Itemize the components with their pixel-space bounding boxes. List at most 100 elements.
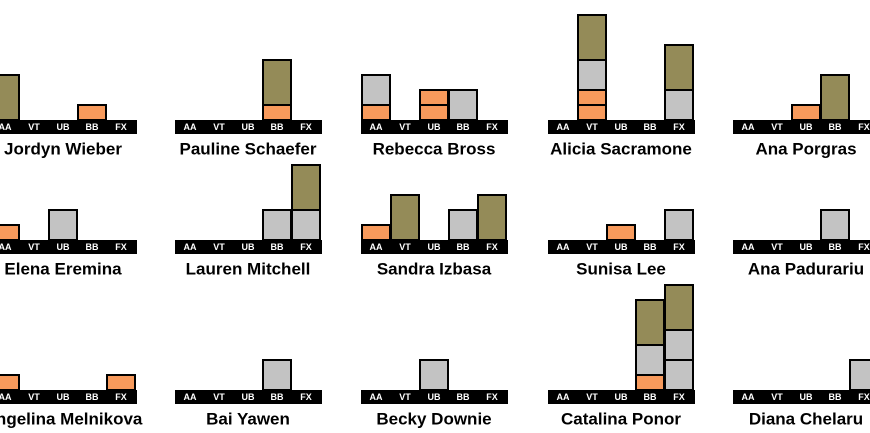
event-label: BB (457, 242, 470, 252)
event-label: UB (615, 392, 628, 402)
event-label: VT (213, 392, 225, 402)
medal-box (262, 359, 292, 391)
event-label: VT (771, 392, 783, 402)
medal-box (0, 374, 20, 391)
event-label: AA (742, 392, 755, 402)
event-label: FX (858, 392, 870, 402)
event-label: VT (771, 122, 783, 132)
event-label: FX (858, 122, 870, 132)
event-label: VT (586, 122, 598, 132)
event-label: UB (242, 392, 255, 402)
event-label: VT (586, 392, 598, 402)
event-label: BB (271, 122, 284, 132)
medal-box (820, 209, 850, 241)
event-bar (0, 120, 137, 134)
medal-box (262, 59, 292, 106)
event-label: VT (586, 242, 598, 252)
medal-box (577, 104, 607, 121)
event-label: BB (86, 242, 99, 252)
medal-box (606, 224, 636, 241)
medal-box (262, 209, 292, 241)
medal-box (0, 74, 20, 121)
gymnast-name: Alicia Sacramone (550, 139, 692, 158)
medal-box (820, 74, 850, 121)
event-label: UB (428, 242, 441, 252)
medal-box (577, 14, 607, 61)
gymnast-name: Lauren Mitchell (186, 259, 311, 278)
event-bar (548, 240, 695, 254)
medal-box (419, 89, 449, 106)
event-label: BB (829, 392, 842, 402)
event-label: FX (486, 122, 498, 132)
gymnast-name: Diana Chelaru (749, 409, 863, 428)
gymnast-name: Pauline Schaefer (179, 139, 316, 158)
event-label: AA (557, 122, 570, 132)
event-label: AA (184, 242, 197, 252)
event-label: VT (399, 242, 411, 252)
event-label: BB (86, 122, 99, 132)
event-label: BB (86, 392, 99, 402)
medal-box (291, 164, 321, 211)
event-label: BB (271, 392, 284, 402)
event-label: AA (557, 392, 570, 402)
event-label: BB (829, 122, 842, 132)
event-label: FX (673, 392, 685, 402)
event-label: UB (57, 242, 70, 252)
event-label: BB (829, 242, 842, 252)
event-label: FX (300, 242, 312, 252)
event-label: BB (644, 242, 657, 252)
event-label: FX (115, 392, 127, 402)
event-label: FX (300, 392, 312, 402)
gymnast-name: Elena Eremina (4, 259, 122, 278)
medal-box (577, 59, 607, 91)
event-label: UB (57, 392, 70, 402)
event-label: AA (370, 122, 383, 132)
medal-box (106, 374, 136, 391)
event-bar (733, 120, 870, 134)
gymnast-name: Rebecca Bross (373, 139, 496, 158)
event-label: UB (428, 392, 441, 402)
event-label: AA (0, 242, 12, 252)
event-label: UB (57, 122, 70, 132)
event-label: UB (242, 122, 255, 132)
event-label: FX (300, 122, 312, 132)
event-label: UB (615, 122, 628, 132)
event-bar (175, 120, 322, 134)
gymnast-name: Angelina Melnikova (0, 409, 143, 428)
medal-box (849, 359, 870, 391)
event-label: BB (271, 242, 284, 252)
medal-box (48, 209, 78, 241)
medal-box (477, 194, 507, 241)
medal-box (448, 209, 478, 241)
medal-box (361, 104, 391, 121)
medal-box (664, 209, 694, 241)
event-label: FX (115, 242, 127, 252)
medal-box (664, 284, 694, 331)
event-label: UB (800, 242, 813, 252)
gymnast-name: Jordyn Wieber (4, 139, 122, 158)
medal-box (361, 74, 391, 106)
event-label: AA (557, 242, 570, 252)
event-bar (361, 390, 508, 404)
event-label: FX (673, 122, 685, 132)
event-label: UB (800, 392, 813, 402)
gymnast-name: Ana Porgras (755, 139, 856, 158)
gymnast-name: Becky Downie (376, 409, 491, 428)
event-bar (175, 240, 322, 254)
event-bar (361, 240, 508, 254)
medal-box (664, 89, 694, 121)
medal-box (77, 104, 107, 121)
medal-box (791, 104, 821, 121)
event-label: AA (370, 242, 383, 252)
event-bar (548, 120, 695, 134)
gymnast-name: Ana Padurariu (748, 259, 864, 278)
event-bar (361, 120, 508, 134)
event-label: BB (457, 392, 470, 402)
event-label: AA (184, 122, 197, 132)
medal-box (664, 329, 694, 361)
medal-box (390, 194, 420, 241)
event-label: AA (742, 122, 755, 132)
event-label: VT (28, 392, 40, 402)
medal-box (262, 104, 292, 121)
event-label: AA (742, 242, 755, 252)
